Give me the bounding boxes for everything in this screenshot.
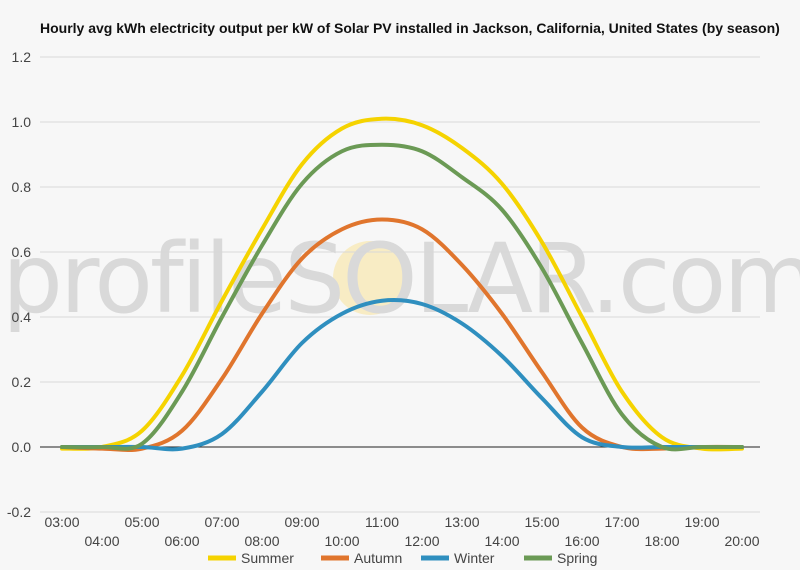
legend-label-spring: Spring bbox=[557, 550, 597, 566]
y-tick-label: 0.4 bbox=[12, 309, 32, 325]
y-tick-label: 0.6 bbox=[12, 244, 32, 260]
y-tick-label: -0.2 bbox=[7, 504, 31, 520]
x-tick-label: 03:00 bbox=[44, 514, 79, 530]
gridlines bbox=[40, 56, 760, 513]
x-tick-label: 11:00 bbox=[365, 514, 399, 530]
y-tick-label: 0.0 bbox=[12, 439, 32, 455]
legend-label-autumn: Autumn bbox=[354, 550, 402, 566]
watermark: profileSOLAR.com bbox=[2, 223, 800, 335]
y-tick-label: 0.8 bbox=[12, 179, 32, 195]
watermark-text: profileSOLAR.com bbox=[2, 223, 800, 335]
y-tick-label: 1.0 bbox=[12, 114, 32, 130]
x-tick-label: 20:00 bbox=[724, 533, 759, 549]
y-axis-ticks: -0.2 0.0 0.2 0.4 0.6 0.8 1.0 1.2 bbox=[7, 49, 31, 520]
legend-label-winter: Winter bbox=[454, 550, 495, 566]
x-tick-label: 04:00 bbox=[84, 533, 119, 549]
y-tick-label: 1.2 bbox=[12, 49, 32, 65]
legend: Summer Autumn Winter Spring bbox=[208, 550, 597, 566]
series-lines bbox=[60, 116, 744, 453]
watermark-sun-icon bbox=[333, 241, 407, 315]
x-tick-label: 08:00 bbox=[244, 533, 279, 549]
x-tick-label: 17:00 bbox=[604, 514, 639, 530]
x-tick-label: 06:00 bbox=[164, 533, 199, 549]
x-tick-label: 16:00 bbox=[564, 533, 599, 549]
x-tick-label: 07:00 bbox=[204, 514, 239, 530]
chart-title: Hourly avg kWh electricity output per kW… bbox=[40, 20, 780, 36]
x-tick-label: 10:00 bbox=[324, 533, 359, 549]
x-tick-label: 15:00 bbox=[524, 514, 559, 530]
x-tick-label: 13:00 bbox=[444, 514, 479, 530]
x-tick-label: 12:00 bbox=[404, 533, 439, 549]
y-tick-label: 0.2 bbox=[12, 374, 32, 390]
x-tick-label: 09:00 bbox=[284, 514, 319, 530]
x-tick-label: 18:00 bbox=[644, 533, 679, 549]
x-axis-ticks: 03:00 04:00 05:00 06:00 07:00 08:00 09:00 10:00… bbox=[44, 514, 759, 549]
series-line-summer bbox=[60, 116, 744, 452]
series-line-winter bbox=[60, 298, 744, 452]
x-tick-label: 19:00 bbox=[684, 514, 719, 530]
series-line-spring bbox=[60, 142, 744, 452]
x-tick-label: 14:00 bbox=[484, 533, 519, 549]
x-tick-label: 05:00 bbox=[124, 514, 159, 530]
legend-label-summer: Summer bbox=[241, 550, 294, 566]
